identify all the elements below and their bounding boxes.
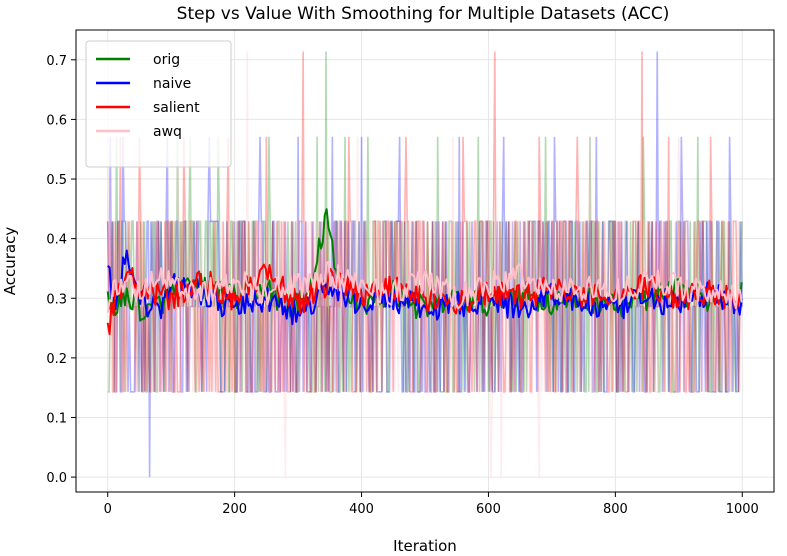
- y-axis-ticks: 0.0 0.1 0.2 0.3 0.4 0.5 0.6 0.7: [46, 54, 76, 486]
- x-tick-label: 800: [603, 502, 628, 517]
- x-tick-label: 600: [476, 502, 501, 517]
- smoothed-series-layer: [106, 208, 743, 336]
- x-tick-label: 200: [222, 502, 247, 517]
- legend-label-salient: salient: [153, 100, 200, 116]
- y-tick-label: 0.1: [46, 411, 67, 426]
- x-tick-label: 0: [104, 502, 112, 517]
- legend-box: [85, 40, 232, 168]
- y-tick-label: 0.6: [46, 113, 67, 128]
- x-tick-label: 400: [349, 502, 374, 517]
- raw-series-awq: [106, 51, 744, 478]
- y-axis-label: Accuracy: [1, 227, 19, 296]
- y-tick-label: 0.5: [46, 173, 67, 188]
- legend-label-awq: awq: [153, 124, 182, 140]
- legend-label-naive: naive: [153, 76, 191, 92]
- plot-frame: [75, 29, 775, 493]
- x-tick-label: 1000: [726, 502, 759, 517]
- raw-series-naive: [106, 51, 744, 478]
- y-tick-label: 0.0: [46, 471, 67, 486]
- y-tick-label: 0.2: [46, 352, 67, 367]
- y-tick-label: 0.3: [46, 292, 67, 307]
- chart-title: Step vs Value With Smoothing for Multipl…: [177, 4, 670, 24]
- smoothed-series-awq: [106, 260, 743, 313]
- legend: orig naive salient awq: [85, 40, 232, 168]
- y-tick-label: 0.7: [46, 54, 67, 69]
- y-tick-label: 0.4: [46, 233, 67, 248]
- legend-label-orig: orig: [153, 52, 180, 68]
- x-axis-label: Iteration: [393, 537, 457, 555]
- x-axis-ticks: 0 200 400 600 800 1000: [104, 492, 759, 517]
